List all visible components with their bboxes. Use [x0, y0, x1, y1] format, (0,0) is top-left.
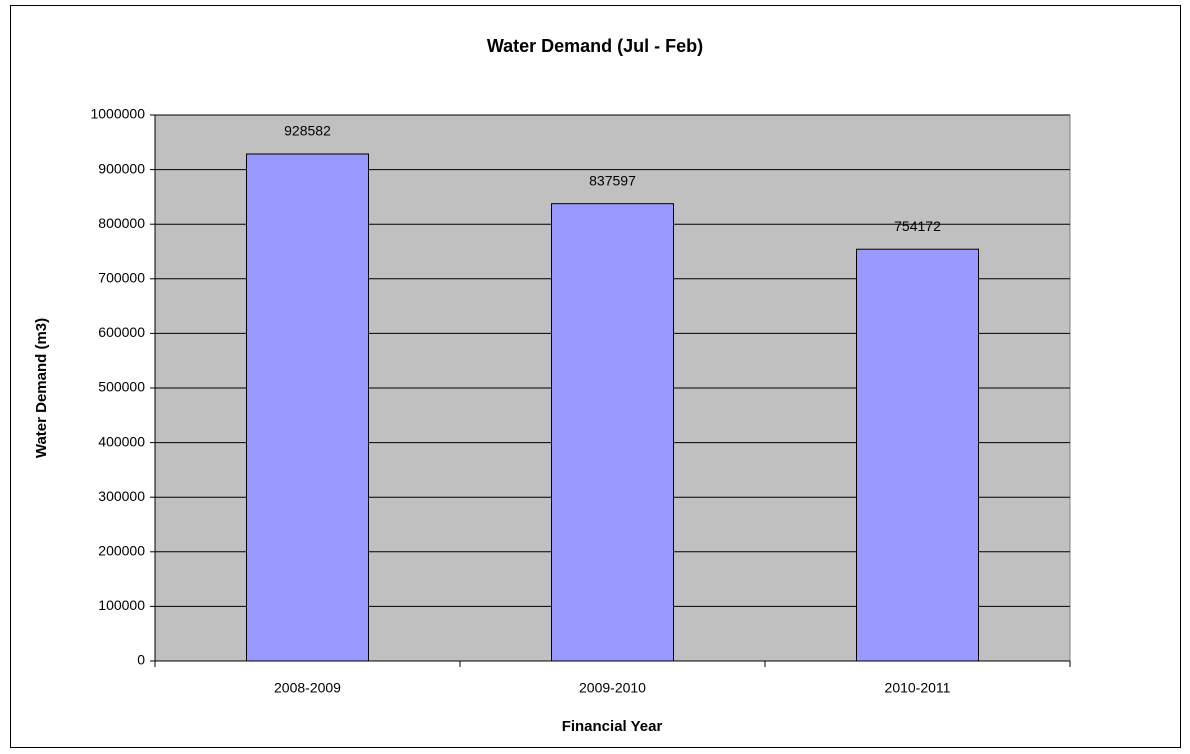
y-tick-label: 1000000	[90, 106, 145, 122]
bar	[856, 248, 979, 662]
y-tick-label: 100000	[98, 597, 145, 613]
chart-title: Water Demand (Jul - Feb)	[487, 36, 703, 56]
data-label: 837597	[589, 172, 636, 188]
y-tick-label: 0	[137, 652, 145, 668]
bar	[246, 153, 369, 662]
data-label: 754172	[894, 218, 941, 234]
y-tick-label: 900000	[98, 160, 145, 176]
data-label: 928582	[284, 123, 331, 139]
bar	[551, 203, 674, 662]
y-tick-label: 500000	[98, 379, 145, 395]
y-tick-label: 400000	[98, 433, 145, 449]
y-axis-label: Water Demand (m3)	[33, 318, 50, 458]
y-tick-label: 700000	[98, 270, 145, 286]
x-tick-label: 2009-2010	[579, 680, 646, 696]
y-tick-label: 600000	[98, 324, 145, 340]
y-tick-label: 800000	[98, 215, 145, 231]
y-tick-label: 200000	[98, 543, 145, 559]
y-tick-label: 300000	[98, 488, 145, 504]
x-tick-label: 2008-2009	[274, 680, 341, 696]
x-axis-label: Financial Year	[562, 718, 663, 735]
x-tick-label: 2010-2011	[885, 680, 951, 696]
